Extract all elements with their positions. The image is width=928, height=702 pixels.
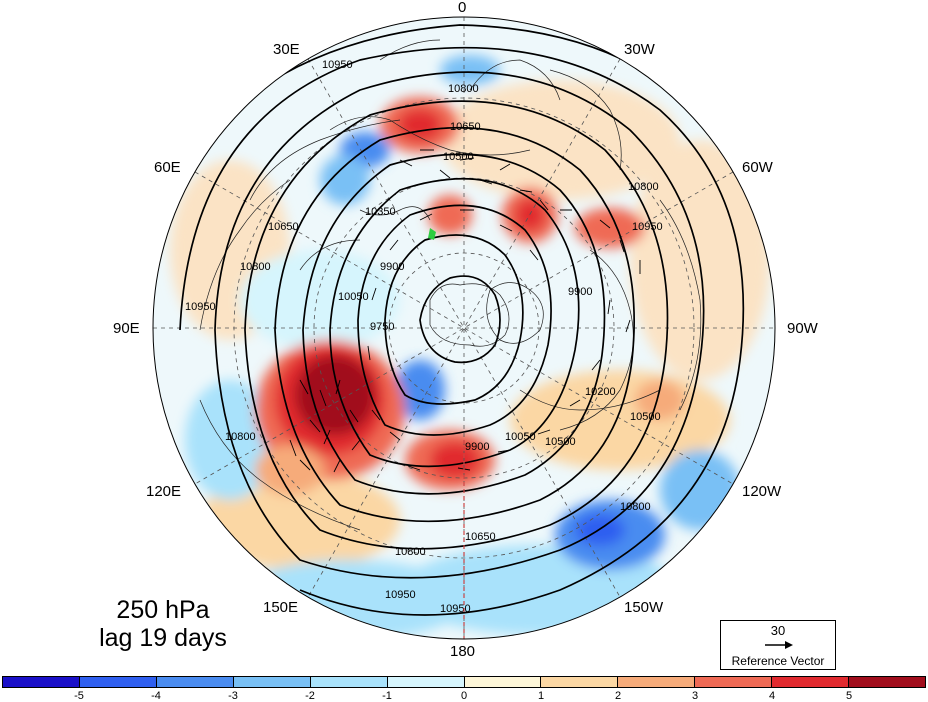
contour-label: 10050	[505, 431, 536, 443]
contour-label: 10800	[240, 261, 271, 273]
colorbar-tick-label: 0	[460, 690, 468, 702]
lon-label-120w: 120W	[742, 483, 782, 500]
contour-label: 10800	[620, 501, 651, 513]
colorbar-tick-label: 5	[845, 690, 853, 702]
lon-label-150w: 150W	[624, 599, 664, 616]
contour-labels: 10950 10800 10650 10500 10350 10800 1095…	[185, 59, 663, 615]
contour-label: 9900	[568, 286, 592, 298]
colorbar-segment	[541, 677, 619, 687]
reference-arrow-icon	[765, 641, 793, 649]
reference-vector-box: 30 Reference Vector	[720, 620, 836, 670]
colorbar-segment	[618, 677, 696, 687]
contour-label: 10500	[443, 151, 474, 163]
contour-label: 10350	[365, 206, 396, 218]
contour-label: 10650	[450, 121, 481, 133]
location-marker	[428, 228, 436, 240]
colorbar-tick-label: -5	[74, 690, 84, 702]
colorbar-segment	[772, 677, 850, 687]
contour-label: 10950	[632, 221, 663, 233]
lon-label-120e: 120E	[146, 483, 182, 500]
colorbar-segment	[3, 677, 80, 687]
colorbar-segment	[695, 677, 773, 687]
lon-label-30e: 30E	[273, 41, 300, 58]
colorbar-tick-label: 2	[614, 690, 622, 702]
contour-label: 10650	[268, 221, 299, 233]
wind-vectors	[289, 135, 641, 473]
contour-label: 10500	[630, 411, 661, 423]
contour-label: 10500	[545, 436, 576, 448]
lon-label-180: 180	[450, 643, 476, 660]
lon-label-60e: 60E	[154, 159, 181, 176]
colorbar-tick-label: 4	[768, 690, 776, 702]
contour-label: 10950	[185, 301, 216, 313]
contour-label: 9750	[370, 321, 394, 333]
coastlines	[199, 39, 702, 531]
colorbar-tick-label: -4	[151, 690, 161, 702]
lon-label-150e: 150E	[263, 599, 299, 616]
lon-label-90w: 90W	[787, 320, 818, 337]
colorbar-segment	[156, 677, 234, 687]
colorbar-segment	[387, 677, 465, 687]
reference-vector-magnitude: 30	[770, 623, 786, 638]
lag-title: lag 19 days	[99, 624, 227, 652]
colorbar-segment	[233, 677, 311, 687]
contour-label: 10950	[440, 603, 471, 615]
contour-label: 10800	[225, 431, 256, 443]
contour-label: 10950	[322, 59, 353, 71]
colorbar-segment	[849, 677, 926, 687]
lon-label-90e: 90E	[113, 320, 140, 337]
contour-label: 10800	[448, 83, 479, 95]
contour-label: 10650	[465, 531, 496, 543]
contour-label: 10950	[385, 589, 416, 601]
contour-label: 10800	[395, 546, 426, 558]
colorbar-tick-label: -2	[305, 690, 315, 702]
contour-label: 9900	[465, 441, 489, 453]
lon-label-0: 0	[458, 0, 467, 16]
reference-vector-label: Reference Vector	[731, 654, 825, 668]
lon-label-30w: 30W	[624, 41, 655, 58]
contour-label: 9900	[380, 261, 404, 273]
colorbar-segment	[310, 677, 388, 687]
colorbar	[2, 676, 926, 688]
contour-label: 10050	[338, 291, 369, 303]
colorbar-segment	[464, 677, 542, 687]
contour-label: 10800	[628, 181, 659, 193]
pressure-level-title: 250 hPa	[116, 596, 210, 624]
map-border	[152, 16, 776, 640]
colorbar-tick-label: -1	[382, 690, 392, 702]
colorbar-tick-label: 1	[537, 690, 545, 702]
colorbar-tick-label: -3	[228, 690, 238, 702]
contour-label: 10200	[585, 386, 616, 398]
colorbar-tick-label: 3	[691, 690, 699, 702]
colorbar-segment	[79, 677, 157, 687]
lon-label-60w: 60W	[742, 159, 773, 176]
